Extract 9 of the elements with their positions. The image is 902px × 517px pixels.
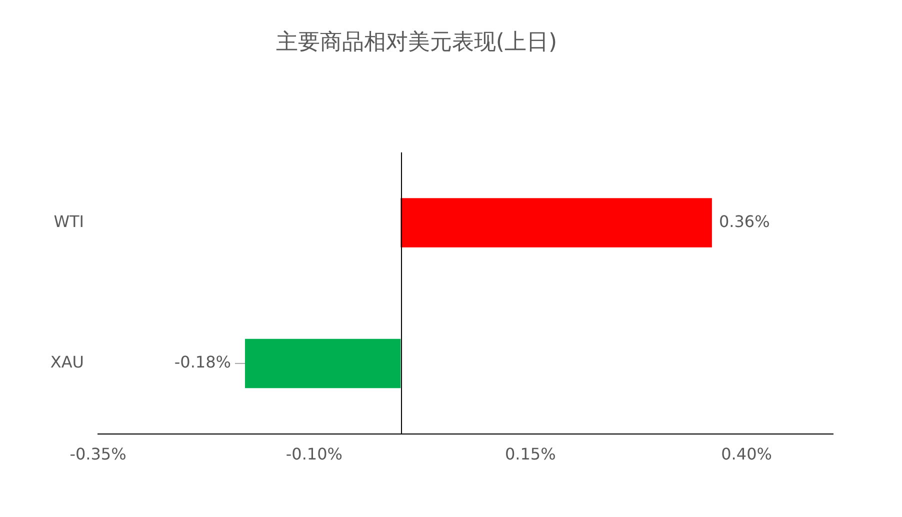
data-label: -0.18% — [174, 352, 231, 372]
x-tick-label: -0.10% — [286, 444, 342, 464]
x-tick-label: -0.35% — [70, 444, 126, 464]
data-label: 0.36% — [718, 212, 770, 231]
x-tick-label: 0.15% — [504, 444, 556, 464]
chart-title: 主要商品相对美元表现(上日) — [276, 30, 558, 55]
y-tick-label: WTI — [54, 212, 84, 231]
y-tick-label: XAU — [50, 352, 84, 372]
x-tick-label: 0.40% — [721, 444, 772, 464]
